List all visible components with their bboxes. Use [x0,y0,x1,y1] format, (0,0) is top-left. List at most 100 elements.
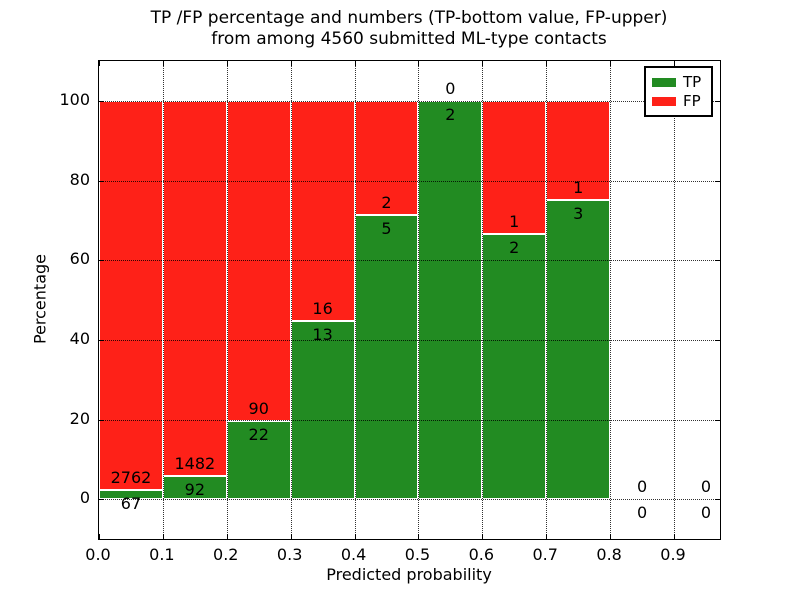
fp-count-label: 1482 [174,453,216,473]
y-tick-mark [99,260,104,262]
x-tick-label: 0.0 [85,545,111,564]
gridline-vertical [546,61,548,539]
x-tick-mark-top [99,61,100,66]
gridline-vertical [482,61,484,539]
legend-item-tp: TP [652,73,705,92]
gridline-vertical [162,61,164,539]
bar-tp [546,200,611,500]
x-tick-label: 0.5 [404,545,431,564]
gridline-vertical [674,61,675,539]
x-tick-mark-top [674,61,675,66]
legend-swatch-fp-icon [652,97,676,106]
bar-tp [226,420,291,500]
tp-count-label: 67 [120,493,142,513]
legend: TP FP [644,66,713,117]
bar-fp [290,100,355,321]
x-tick-label: 0.9 [660,545,686,564]
y-tick-mark-right [715,180,720,182]
x-tick-mark [610,534,612,539]
chart-title-line-2: from among 4560 submitted ML-type contac… [211,29,607,49]
x-tick-mark-top [482,61,484,66]
legend-swatch-tp-icon [652,78,676,87]
fp-count-label: 0 [445,78,456,98]
bar-tp [418,100,483,500]
y-axis-label: Percentage [30,253,50,345]
gridline-vertical [226,61,228,539]
tp-count-label: 92 [184,479,206,499]
gridline-horizontal [99,100,720,102]
gridline-vertical [418,61,420,539]
fp-count-label: 16 [312,298,333,318]
x-tick-label: 0.4 [340,545,367,564]
tp-count-label: 0 [636,503,648,523]
x-tick-label: 0.6 [468,545,495,564]
y-tick-mark [99,419,104,421]
x-tick-label: 0.3 [276,545,303,564]
bar-fp [99,100,163,490]
y-tick-label: 80 [69,169,90,189]
tp-count-label: 2 [509,237,520,257]
bar-tp [354,214,419,500]
gridline-horizontal [99,499,720,501]
x-tick-label: 0.1 [149,545,175,564]
x-tick-label: 0.8 [596,545,622,564]
x-tick-mark-top [226,61,228,66]
fp-count-label: 0 [636,477,648,497]
fp-count-label: 2 [381,192,392,212]
x-tick-mark [99,534,100,539]
y-tick-label: 100 [59,89,90,109]
x-tick-mark-top [162,61,164,66]
fp-count-label: 2762 [110,467,152,487]
gridline-vertical [290,61,292,539]
gridline-horizontal [99,180,720,182]
tp-count-label: 3 [573,204,584,224]
x-tick-mark [162,534,164,539]
bar-tp [482,233,547,500]
gridline-horizontal [99,419,720,421]
legend-item-fp: FP [652,92,705,111]
gridline-horizontal [99,339,720,341]
tp-count-label: 22 [248,424,269,444]
y-tick-mark [99,499,104,501]
y-tick-mark-right [715,100,720,102]
bar-fp [162,100,227,476]
x-axis-label: Predicted probability [326,565,492,584]
x-tick-mark-top [290,61,292,66]
legend-label-fp: FP [683,92,701,110]
chart-title: TP /FP percentage and numbers (TP-bottom… [98,8,720,50]
tp-count-label: 2 [445,104,456,124]
x-tick-mark [290,534,292,539]
y-tick-mark-right [715,339,720,341]
gridline-vertical [610,61,612,539]
fp-count-label: 0 [700,477,712,497]
x-tick-mark [418,534,420,539]
y-tick-label: 20 [69,408,90,428]
y-tick-mark [99,100,104,102]
tp-count-label: 13 [312,324,333,344]
y-tick-mark-right [715,260,720,262]
gridline-horizontal [99,260,720,262]
x-tick-label: 0.7 [532,545,558,564]
x-tick-mark [674,534,675,539]
fp-count-label: 1 [509,211,520,231]
gridline-vertical [354,61,356,539]
y-tick-mark-right [715,419,720,421]
x-tick-mark-top [610,61,612,66]
y-tick-label: 40 [69,328,90,348]
x-tick-mark [226,534,228,539]
x-tick-mark [354,534,356,539]
tp-count-label: 0 [700,503,712,523]
x-tick-mark [482,534,484,539]
y-tick-label: 0 [79,488,90,508]
x-tick-label: 0.2 [213,545,239,564]
x-tick-mark [546,534,548,539]
tp-count-label: 5 [381,218,392,238]
fp-count-label: 1 [573,178,584,198]
fp-count-label: 90 [248,398,269,418]
y-tick-label: 60 [69,249,90,269]
bar-tp [99,489,163,500]
x-tick-mark-top [354,61,356,66]
legend-label-tp: TP [683,73,702,91]
x-tick-mark-top [418,61,420,66]
